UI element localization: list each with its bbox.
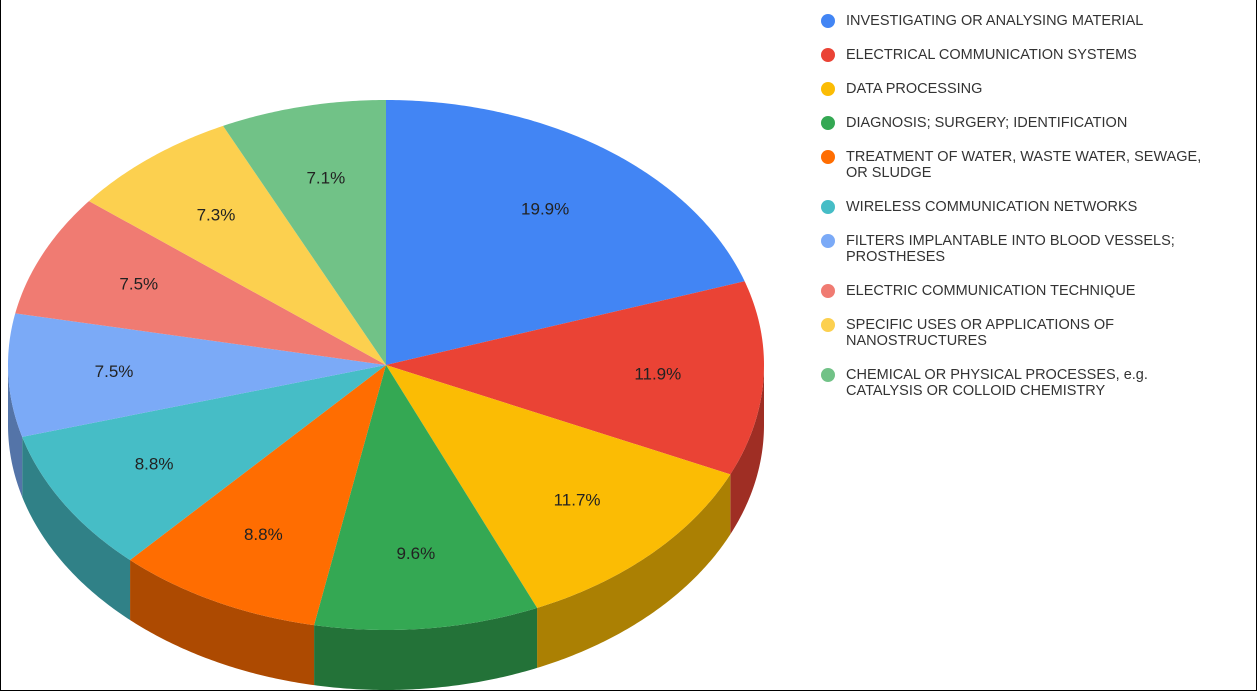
legend-label: ELECTRICAL COMMUNICATION SYSTEMS bbox=[846, 47, 1137, 63]
legend-item: ELECTRIC COMMUNICATION TECHNIQUE bbox=[821, 283, 1221, 299]
slice bbox=[15, 201, 386, 365]
legend-item: INVESTIGATING OR ANALYSING MATERIAL bbox=[821, 13, 1221, 29]
slice bbox=[386, 365, 731, 608]
data-label: 7.1% bbox=[306, 168, 345, 187]
legend-swatch bbox=[821, 284, 835, 298]
legend-item: WIRELESS COMMUNICATION NETWORKS bbox=[821, 199, 1221, 215]
slice bbox=[386, 100, 745, 365]
legend-swatch bbox=[821, 200, 835, 214]
slice bbox=[386, 281, 764, 475]
legend-swatch bbox=[821, 150, 835, 164]
data-label: 9.6% bbox=[396, 544, 435, 563]
data-label: 7.5% bbox=[95, 362, 134, 381]
legend-item: CHEMICAL OR PHYSICAL PROCESSES, e.g. CAT… bbox=[821, 367, 1221, 399]
legend-label: CHEMICAL OR PHYSICAL PROCESSES, e.g. CAT… bbox=[846, 367, 1148, 399]
legend-swatch bbox=[821, 14, 835, 28]
slice bbox=[223, 100, 386, 365]
legend-label: WIRELESS COMMUNICATION NETWORKS bbox=[846, 199, 1138, 215]
legend-swatch bbox=[821, 82, 835, 96]
legend-item: DIAGNOSIS; SURGERY; IDENTIFICATION bbox=[821, 115, 1221, 131]
legend-label: INVESTIGATING OR ANALYSING MATERIAL bbox=[846, 13, 1144, 29]
data-label: 7.3% bbox=[197, 205, 236, 224]
slice-side bbox=[314, 607, 538, 690]
legend-item: DATA PROCESSING bbox=[821, 81, 1221, 97]
legend-label: DIAGNOSIS; SURGERY; IDENTIFICATION bbox=[846, 115, 1128, 131]
data-label: 19.9% bbox=[521, 200, 569, 219]
data-label: 11.7% bbox=[554, 490, 601, 509]
slice bbox=[22, 365, 386, 561]
legend-label: TREATMENT OF WATER, WASTE WATER, SEWAGE,… bbox=[846, 149, 1202, 181]
legend-label: SPECIFIC USES OR APPLICATIONS OF NANOSTR… bbox=[846, 317, 1115, 349]
legend-swatch bbox=[821, 48, 835, 62]
legend-swatch bbox=[821, 318, 835, 332]
legend-item: SPECIFIC USES OR APPLICATIONS OF NANOSTR… bbox=[821, 317, 1221, 349]
legend-label: DATA PROCESSING bbox=[846, 81, 983, 97]
slice bbox=[88, 125, 386, 365]
slice bbox=[314, 365, 538, 630]
legend-item: TREATMENT OF WATER, WASTE WATER, SEWAGE,… bbox=[821, 149, 1221, 181]
slice-side bbox=[130, 560, 315, 686]
slice-side bbox=[537, 474, 731, 668]
slice-side bbox=[8, 365, 23, 497]
data-label: 8.8% bbox=[244, 525, 283, 544]
legend-item: FILTERS IMPLANTABLE INTO BLOOD VESSELS; … bbox=[821, 233, 1221, 265]
legend-swatch bbox=[821, 116, 835, 130]
legend-label: ELECTRIC COMMUNICATION TECHNIQUE bbox=[846, 283, 1136, 299]
slice bbox=[130, 365, 386, 626]
slice-side bbox=[730, 365, 764, 535]
legend-swatch bbox=[821, 368, 835, 382]
data-label: 8.8% bbox=[135, 454, 174, 473]
legend-item: ELECTRICAL COMMUNICATION SYSTEMS bbox=[821, 47, 1221, 63]
legend-swatch bbox=[821, 234, 835, 248]
data-label: 11.9% bbox=[634, 364, 681, 383]
legend: INVESTIGATING OR ANALYSING MATERIAL ELECT… bbox=[821, 13, 1221, 417]
slice bbox=[8, 313, 386, 437]
legend-label: FILTERS IMPLANTABLE INTO BLOOD VESSELS; … bbox=[846, 233, 1175, 265]
data-label: 7.5% bbox=[119, 275, 158, 294]
slice-side bbox=[22, 436, 131, 621]
